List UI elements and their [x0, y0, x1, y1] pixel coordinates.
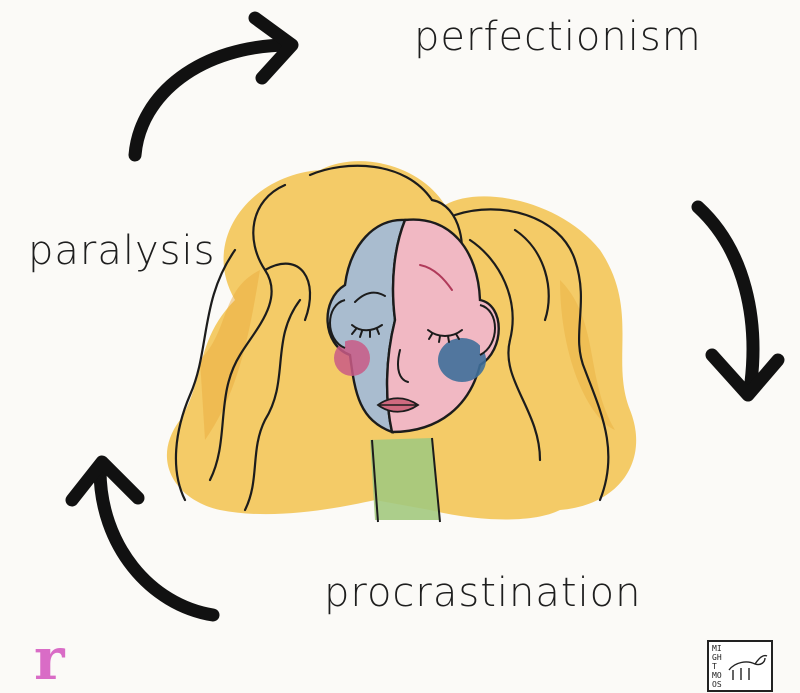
cycle-label-perfectionism: perfectionism [414, 14, 702, 60]
artist-stamp: MIGHT MOOSE [707, 640, 773, 692]
cycle-label-paralysis: paralysis [28, 228, 216, 274]
cheek-pink [334, 340, 370, 376]
neck [370, 438, 440, 520]
curved-arrow-icon [93, 463, 220, 622]
artist-stamp-text: MIGHT MOOSE [712, 644, 722, 690]
curved-arrow-icon [691, 200, 760, 397]
moose-icon [728, 654, 768, 680]
cycle-label-procrastination: procrastination [324, 570, 642, 616]
curved-arrow-icon [128, 38, 297, 162]
brand-logo: r [34, 625, 65, 693]
arrow-head-left [65, 455, 145, 507]
arrow-head-top [248, 11, 299, 85]
arrow-head-right [705, 348, 785, 402]
cheek-blue [438, 338, 486, 382]
